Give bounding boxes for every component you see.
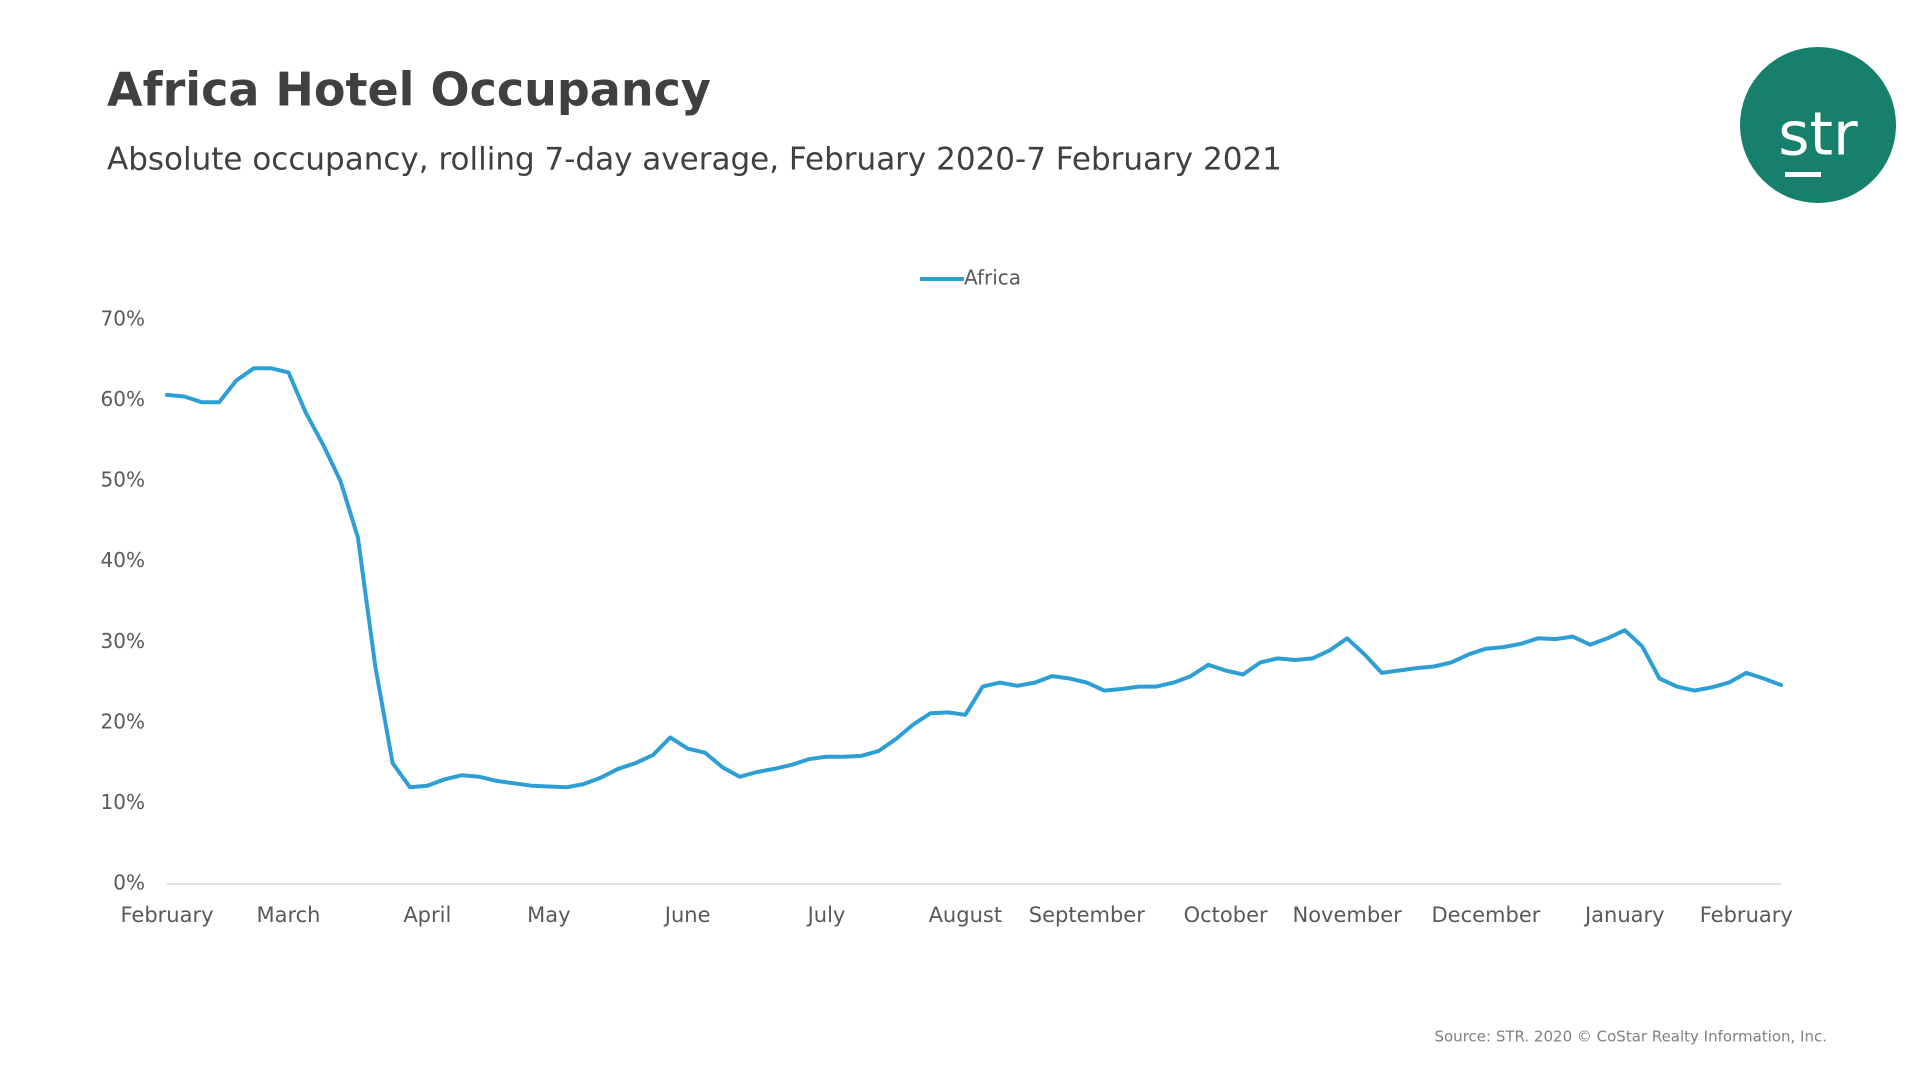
x-tick-label: December <box>1432 903 1541 927</box>
y-tick-label: 40% <box>101 548 145 572</box>
logo-circle <box>1740 47 1896 203</box>
line-series <box>165 366 1783 790</box>
x-tick-label: January <box>1583 903 1665 927</box>
y-tick-label: 50% <box>101 468 145 492</box>
x-tick-label: September <box>1029 903 1145 927</box>
y-tick-label: 60% <box>101 387 145 411</box>
legend-label: Africa <box>964 266 1021 290</box>
y-tick-label: 20% <box>101 709 145 733</box>
y-tick-label: 10% <box>101 790 145 814</box>
x-tick-label: July <box>806 903 846 927</box>
source-note: Source: STR. 2020 © CoStar Realty Inform… <box>1434 1028 1827 1046</box>
y-tick-label: 70% <box>101 307 145 331</box>
x-tick-label: February <box>120 903 213 927</box>
x-tick-label: February <box>1700 903 1793 927</box>
x-tick-label: June <box>663 903 711 927</box>
y-tick-label: 0% <box>113 871 145 895</box>
x-tick-label: March <box>256 903 320 927</box>
chart-title: Africa Hotel Occupancy <box>107 63 711 117</box>
y-tick-label: 30% <box>101 629 145 653</box>
x-tick-label: April <box>403 903 451 927</box>
chart-subtitle: Absolute occupancy, rolling 7-day averag… <box>107 142 1282 178</box>
logo-text: str <box>1778 100 1858 170</box>
x-tick-label: May <box>527 903 570 927</box>
x-tick-label: October <box>1184 903 1268 927</box>
logo-underline <box>1785 172 1821 177</box>
x-tick-label: August <box>929 903 1003 927</box>
x-tick-label: November <box>1293 903 1403 927</box>
